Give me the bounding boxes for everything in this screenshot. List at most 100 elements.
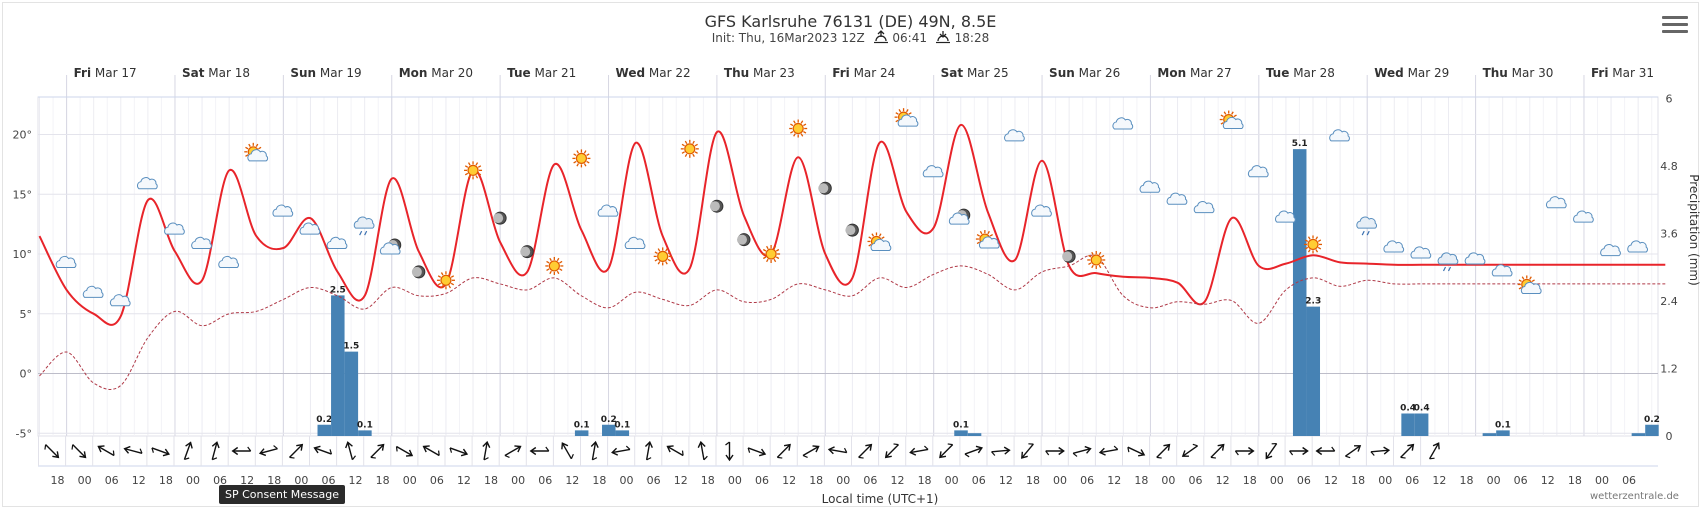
day-label-weekday: Tue <box>1266 66 1290 80</box>
wind-arrow <box>1234 446 1255 456</box>
wind-barb <box>747 447 751 453</box>
wind-shaft <box>1428 442 1440 460</box>
cloud-shape <box>1437 252 1459 265</box>
wind-head <box>1432 442 1440 450</box>
sun-ray <box>881 236 885 240</box>
day-label-date: Mar 22 <box>645 66 691 80</box>
wind-barb <box>483 457 489 461</box>
day-label: Mon Mar 20 <box>399 66 473 80</box>
day-label-weekday: Wed <box>1374 66 1404 80</box>
chart-menu-button[interactable] <box>1662 16 1688 36</box>
sun-ray <box>1220 121 1224 125</box>
wind-arrow <box>1428 442 1440 460</box>
sun-ray <box>790 130 794 134</box>
moon-icon <box>818 181 832 195</box>
wind-shaft <box>449 447 468 455</box>
hour-label: 18 <box>159 474 173 487</box>
hour-label: 00 <box>1487 474 1501 487</box>
cloud-shape <box>1031 204 1052 217</box>
moon-light <box>709 201 720 212</box>
wind-arrow <box>449 447 469 457</box>
rain-drop <box>1447 266 1452 272</box>
init-label: Init: Thu, 16Mar2023 12Z <box>711 31 865 45</box>
wind-barb <box>112 450 115 456</box>
hour-label: 18 <box>51 474 65 487</box>
cloud-shape <box>1329 129 1350 142</box>
wind-shaft <box>1072 447 1091 455</box>
sun-ray <box>477 172 482 176</box>
wind-head <box>611 447 619 456</box>
wind-shaft <box>98 445 115 457</box>
wind-arrow <box>151 447 171 457</box>
hour-label: 00 <box>1053 474 1067 487</box>
y-tick-right: 4.8 <box>1660 160 1678 173</box>
cloud-icon <box>1247 165 1269 178</box>
sun-ray <box>868 243 872 247</box>
hour-label: 06 <box>1080 474 1094 487</box>
wind-head <box>1138 449 1146 457</box>
rain-cloud-icon <box>1356 216 1377 236</box>
precip-bar <box>1401 413 1415 436</box>
hour-label: 12 <box>1541 474 1555 487</box>
wind-barb <box>395 446 398 452</box>
sun-ray <box>1518 286 1522 290</box>
precip-label: 0.2 <box>601 415 617 425</box>
sun-ray <box>440 285 444 289</box>
wind-arrow <box>590 440 599 461</box>
cloud-shape <box>1627 240 1648 253</box>
wind-head <box>1003 446 1011 455</box>
sun-ray <box>989 233 993 237</box>
sun-ray <box>255 143 259 147</box>
wind-barb <box>438 450 440 456</box>
cloud-shape <box>218 255 239 269</box>
cloud-shape <box>1004 129 1025 142</box>
wind-head <box>812 445 820 453</box>
wind-arrow <box>313 445 333 455</box>
wind-head <box>529 446 537 456</box>
precip-bar <box>602 424 616 436</box>
sun-ray <box>475 162 479 166</box>
cloud-shape <box>870 238 892 251</box>
wind-head <box>1354 445 1362 452</box>
hour-label: 12 <box>890 474 904 487</box>
sun-ray <box>477 165 482 168</box>
cloud-shape <box>978 236 1000 249</box>
sun-ray <box>573 160 577 164</box>
hour-label: 18 <box>267 474 281 487</box>
hour-labels: 18 00 06 12 18 00 06 12 18 00 06 12 18 00 06 12 18 00 06 12… <box>51 474 1637 487</box>
cloud-icon <box>82 285 104 298</box>
hour-label: 18 <box>484 474 498 487</box>
wind-head <box>644 440 653 448</box>
hour-label: 12 <box>782 474 796 487</box>
sun-ray <box>1307 236 1311 240</box>
wind-shaft <box>370 444 385 458</box>
weather-icons <box>55 108 1648 307</box>
cloud-shape <box>1491 264 1513 277</box>
wind-barb <box>1345 455 1351 459</box>
moon-cloud-icon <box>379 238 402 255</box>
wind-arrow <box>697 440 708 461</box>
wind-shaft <box>645 442 651 460</box>
sun-ray <box>979 230 983 235</box>
wind-barb <box>351 455 356 461</box>
sun-icon <box>1087 250 1106 269</box>
sunset-time: 18:28 <box>954 31 990 45</box>
wind-arrow <box>231 446 252 456</box>
day-label-weekday: Mon <box>1157 66 1186 80</box>
sun-ray <box>248 143 251 147</box>
moon-light <box>736 234 747 245</box>
wind-barb <box>1072 452 1078 457</box>
wind-head <box>185 441 193 449</box>
precip-label: 1.5 <box>343 342 359 352</box>
rain-drop <box>364 230 368 236</box>
sun-icon <box>653 247 672 266</box>
sun-ray <box>1223 111 1227 115</box>
wind-head <box>345 441 353 449</box>
cloud-shape <box>1600 244 1621 257</box>
sun-ray <box>681 143 685 147</box>
day-label-date: Mar 17 <box>91 66 137 80</box>
precip-bar <box>1496 430 1510 436</box>
sun-cloud-icon <box>894 108 919 127</box>
consent-message-button[interactable]: SP Consent Message <box>219 485 345 504</box>
cloud-icon <box>191 236 212 249</box>
